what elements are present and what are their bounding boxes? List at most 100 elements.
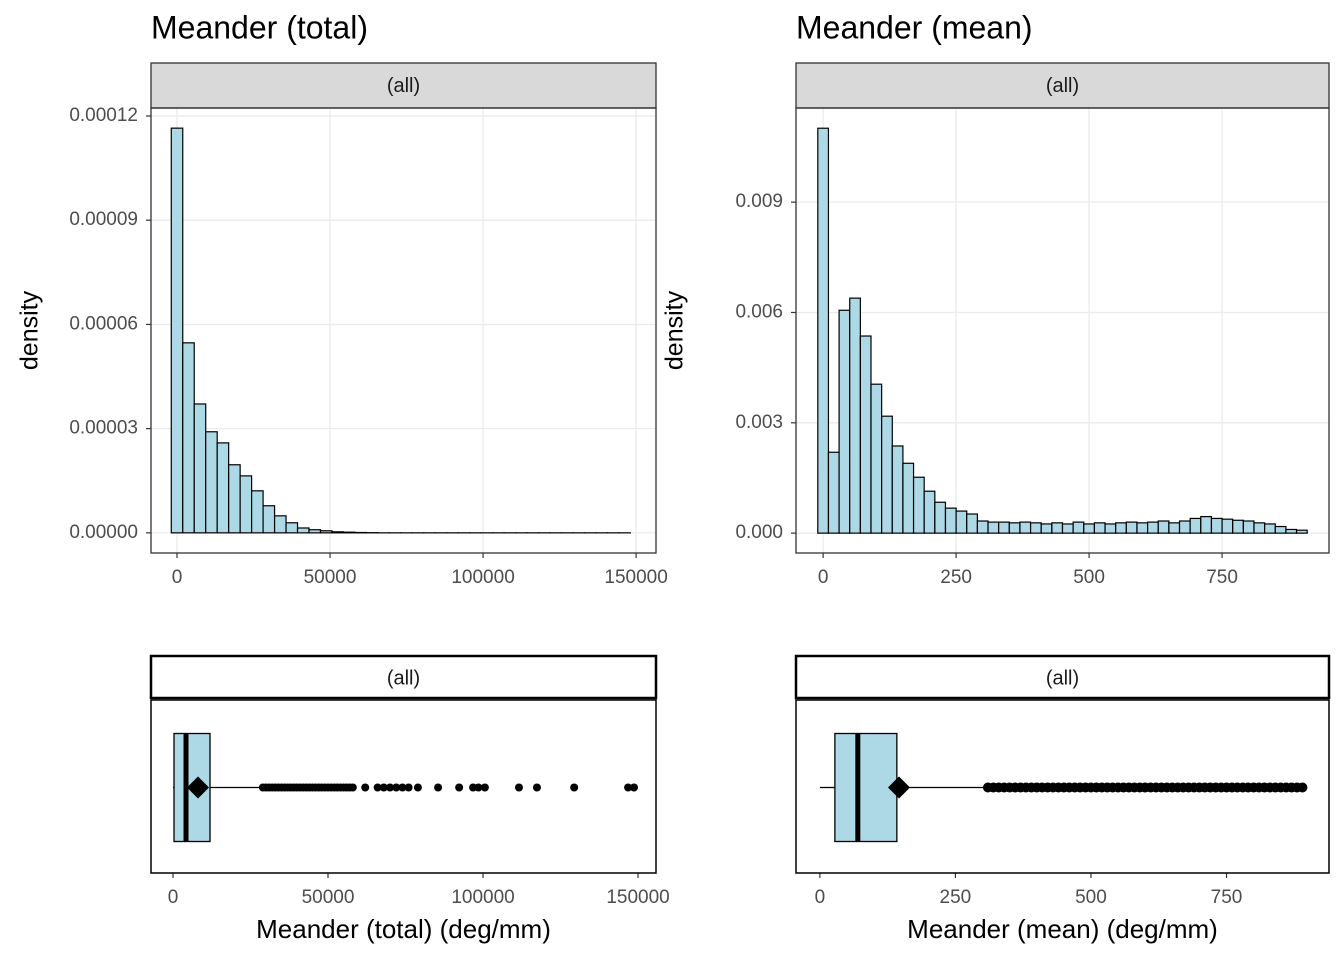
histogram-bar xyxy=(1061,523,1074,534)
x-tick-label: 100000 xyxy=(451,567,514,588)
panel-border xyxy=(795,699,1330,874)
mean-marker xyxy=(187,776,210,799)
outlier xyxy=(474,783,483,792)
panel-border xyxy=(150,699,657,874)
y-tick-label: 0.003 xyxy=(735,412,783,433)
outlier xyxy=(386,783,395,792)
histogram-bar xyxy=(902,462,915,534)
histogram-bar xyxy=(817,127,830,534)
histogram-bar xyxy=(285,522,299,534)
histogram-bar xyxy=(881,415,893,534)
histogram-bar xyxy=(273,515,287,534)
x-axis-title: Meander (mean) (deg/mm) xyxy=(907,914,1218,944)
y-tick-label: 0.00009 xyxy=(69,209,138,230)
histogram-bar xyxy=(239,475,253,534)
facet-strip xyxy=(149,654,658,700)
y-tick-label: 0.00006 xyxy=(69,313,138,334)
outlier xyxy=(348,783,357,792)
histogram-bar xyxy=(827,451,840,534)
outlier xyxy=(379,783,388,792)
histogram-bar xyxy=(1083,523,1096,534)
histogram-bar xyxy=(193,403,207,534)
x-tick-label: 50000 xyxy=(302,887,355,908)
outlier xyxy=(1297,782,1308,793)
x-tick-label: 150000 xyxy=(604,567,667,588)
x-tick-label: 50000 xyxy=(304,567,357,588)
histogram-bar xyxy=(1136,522,1149,534)
histogram-bar xyxy=(1115,522,1127,534)
outlier xyxy=(434,783,443,792)
histogram-bar xyxy=(838,309,851,534)
x-tick-label: 100000 xyxy=(451,887,514,908)
outlier xyxy=(404,783,413,792)
outlier xyxy=(413,783,422,792)
y-tick-label: 0.000 xyxy=(735,522,783,543)
histogram-bar xyxy=(987,521,1000,534)
histogram-bar xyxy=(1019,521,1032,534)
y-axis-title: density xyxy=(661,290,689,370)
histogram-bar xyxy=(998,521,1010,534)
histogram-bar xyxy=(1147,521,1159,534)
x-tick-label: 0 xyxy=(818,567,829,588)
y-tick-label: 0.006 xyxy=(735,301,783,322)
x-tick-label: 250 xyxy=(940,887,972,908)
outlier xyxy=(361,783,370,792)
histogram-bar xyxy=(1200,515,1213,534)
histogram-bar xyxy=(262,505,276,534)
histogram-bar xyxy=(955,510,968,534)
histogram-bar xyxy=(923,490,936,534)
facet-label: (all) xyxy=(387,75,420,97)
y-tick-label: 0.00012 xyxy=(69,105,138,126)
histogram-bar xyxy=(319,530,333,534)
histogram-bar xyxy=(870,383,883,534)
mean-marker xyxy=(888,776,911,799)
histogram-bar xyxy=(1285,528,1298,534)
x-tick-label: 750 xyxy=(1211,887,1243,908)
histogram-bar xyxy=(342,531,356,534)
histogram-bar xyxy=(228,464,241,534)
x-tick-label: 0 xyxy=(815,887,826,908)
histogram-bar xyxy=(1242,520,1255,534)
histogram-bar xyxy=(849,297,861,534)
histogram-bar xyxy=(1168,522,1181,534)
histogram-bar xyxy=(216,442,230,534)
histogram-bar xyxy=(891,445,904,534)
histogram-bar xyxy=(944,507,957,534)
histogram-bar xyxy=(1178,520,1191,534)
histogram-bar xyxy=(1253,522,1266,534)
x-tick-label: 0 xyxy=(168,887,179,908)
y-tick-label: 0.00003 xyxy=(69,418,138,439)
facet-strip xyxy=(794,654,1331,700)
panel-border xyxy=(150,107,657,554)
outlier xyxy=(514,783,523,792)
outlier xyxy=(398,783,407,792)
outlier xyxy=(532,783,541,792)
histogram-bar xyxy=(976,520,989,534)
outlier xyxy=(480,783,489,792)
histogram-bar xyxy=(1072,521,1085,534)
y-tick-label: 0.009 xyxy=(735,191,783,212)
histogram-bar xyxy=(1232,519,1244,534)
histogram-bar xyxy=(1008,522,1021,534)
histogram-bar xyxy=(1104,523,1117,534)
facet-label: (all) xyxy=(1046,667,1079,689)
histogram-bar xyxy=(1157,520,1170,534)
outlier xyxy=(455,783,464,792)
outlier xyxy=(624,783,633,792)
x-tick-label: 250 xyxy=(940,567,972,588)
facet-label: (all) xyxy=(1046,75,1079,97)
histogram-bar xyxy=(1221,518,1234,534)
outlier xyxy=(629,783,638,792)
histogram-bar xyxy=(1125,521,1138,534)
facet-label: (all) xyxy=(387,667,420,689)
chart-title: Meander (total) xyxy=(151,9,368,45)
y-axis-title: density xyxy=(16,290,44,370)
histogram-bar xyxy=(912,476,925,534)
histogram-bar xyxy=(934,501,947,534)
histogram-bar xyxy=(182,342,195,534)
histogram-bar xyxy=(205,431,218,534)
facet-strip xyxy=(150,62,657,109)
histogram-bar xyxy=(1189,517,1202,534)
histogram-bar xyxy=(308,529,322,534)
histogram-bar xyxy=(1051,522,1064,534)
